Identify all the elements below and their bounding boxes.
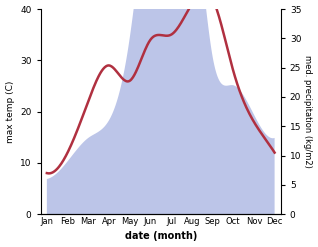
Y-axis label: med. precipitation (kg/m2): med. precipitation (kg/m2) — [303, 55, 313, 168]
X-axis label: date (month): date (month) — [125, 231, 197, 242]
Y-axis label: max temp (C): max temp (C) — [5, 80, 15, 143]
